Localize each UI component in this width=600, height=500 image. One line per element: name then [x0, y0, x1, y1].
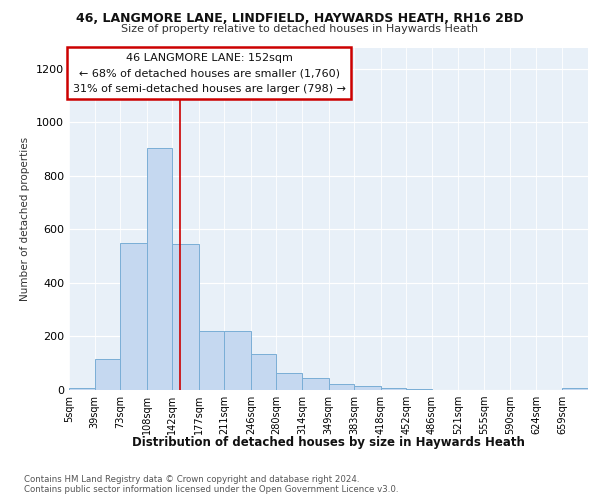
- Text: Size of property relative to detached houses in Haywards Heath: Size of property relative to detached ho…: [121, 24, 479, 34]
- Bar: [380, 388, 406, 390]
- Bar: [277, 373, 302, 390]
- Bar: [69, 388, 95, 390]
- Bar: [95, 359, 120, 390]
- Bar: [562, 388, 588, 390]
- Bar: [251, 354, 277, 390]
- Bar: [329, 384, 354, 390]
- Bar: [224, 331, 251, 390]
- Bar: [146, 148, 172, 390]
- Bar: [199, 331, 224, 390]
- Bar: [354, 386, 380, 390]
- Bar: [302, 378, 329, 390]
- Text: Distribution of detached houses by size in Haywards Heath: Distribution of detached houses by size …: [133, 436, 525, 449]
- Text: 46 LANGMORE LANE: 152sqm
← 68% of detached houses are smaller (1,760)
31% of sem: 46 LANGMORE LANE: 152sqm ← 68% of detach…: [73, 52, 346, 94]
- Bar: [120, 244, 146, 390]
- Y-axis label: Number of detached properties: Number of detached properties: [20, 136, 31, 301]
- Text: Contains public sector information licensed under the Open Government Licence v3: Contains public sector information licen…: [24, 484, 398, 494]
- Text: 46, LANGMORE LANE, LINDFIELD, HAYWARDS HEATH, RH16 2BD: 46, LANGMORE LANE, LINDFIELD, HAYWARDS H…: [76, 12, 524, 26]
- Text: Contains HM Land Registry data © Crown copyright and database right 2024.: Contains HM Land Registry data © Crown c…: [24, 475, 359, 484]
- Bar: [172, 244, 199, 390]
